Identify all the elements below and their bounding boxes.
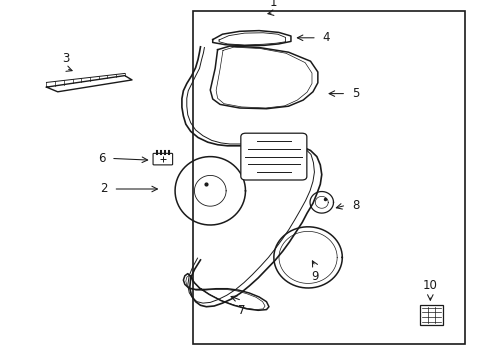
Text: 1: 1: [269, 0, 277, 9]
Text: 8: 8: [351, 199, 359, 212]
Text: 9: 9: [311, 270, 319, 283]
Bar: [419, 305, 442, 325]
Text: 10: 10: [422, 279, 437, 292]
Text: 4: 4: [322, 31, 329, 44]
Text: 3: 3: [62, 52, 70, 65]
Text: 5: 5: [351, 87, 359, 100]
Bar: [193, 11, 464, 344]
Text: 7: 7: [238, 304, 245, 317]
Text: 6: 6: [98, 152, 105, 165]
FancyBboxPatch shape: [240, 133, 306, 180]
FancyBboxPatch shape: [153, 153, 172, 165]
Text: 2: 2: [100, 183, 107, 195]
